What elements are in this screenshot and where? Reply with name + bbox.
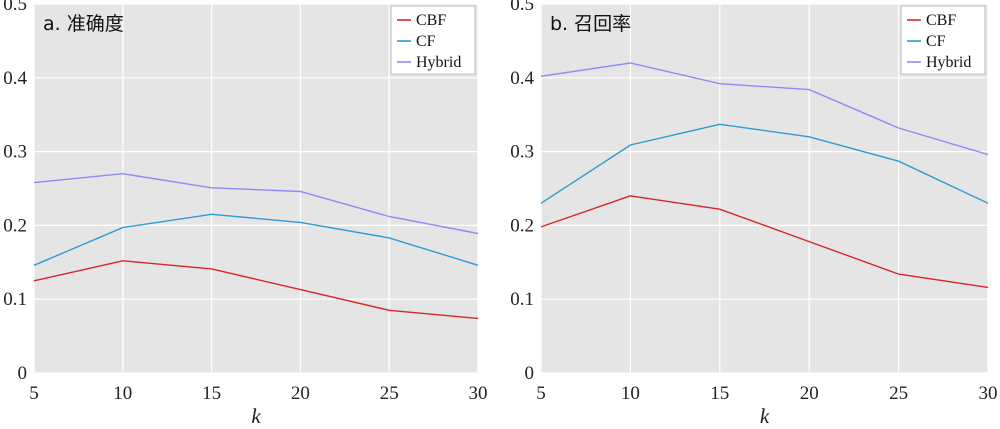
chart-panel-a: 5 10 15 20 25 30 0 0.1 0.2 0.3 0.4 0.5 k a. 准确度 CBF CF H… (3, 0, 487, 428)
y-tick-label: 0.1 (510, 289, 534, 310)
legend-label-cf: CF (926, 33, 946, 50)
panel-title: b. 召回率 (550, 13, 631, 35)
y-tick-label: 0.4 (3, 68, 27, 89)
series-line-hybrid (540, 62, 989, 156)
legend-label-cbf: CBF (926, 12, 956, 29)
series-line-cf (33, 213, 479, 266)
y-tick-label: 0 (18, 363, 28, 384)
y-tick-label: 0.3 (510, 142, 534, 163)
legend-box (900, 5, 986, 75)
y-tick-label: 0.1 (3, 289, 27, 310)
y-tick-label: 0.4 (510, 68, 534, 89)
y-tick-label: 0.5 (3, 0, 27, 15)
x-tick-label: 15 (710, 383, 729, 404)
legend-label-cbf: CBF (416, 12, 446, 29)
x-axis-label: k (251, 404, 261, 428)
legend-label-hybrid: Hybrid (416, 54, 461, 71)
x-tick-label: 20 (291, 383, 310, 404)
legend: CBF CF Hybrid (900, 5, 986, 75)
series-line-cf (540, 123, 989, 204)
chart-panel-b: 5 10 15 20 25 30 0 0.1 0.2 0.3 0.4 0.5 k b. 召回率 CBF CF H… (510, 0, 997, 428)
x-tick-label: 25 (380, 383, 399, 404)
y-tick-label: 0.2 (3, 215, 27, 236)
x-tick-label: 30 (979, 383, 998, 404)
x-tick-label: 5 (536, 383, 546, 404)
x-tick-label: 20 (800, 383, 819, 404)
series-line-cbf (540, 195, 989, 289)
legend-label-cf: CF (416, 33, 436, 50)
series-line-hybrid (33, 172, 479, 235)
panel-title: a. 准确度 (43, 13, 124, 35)
x-axis-label: k (760, 404, 770, 428)
x-tick-label: 25 (889, 383, 908, 404)
legend: CBF CF Hybrid (390, 5, 476, 75)
y-tick-label: 0.3 (3, 142, 27, 163)
legend-label-hybrid: Hybrid (926, 54, 971, 71)
x-tick-label: 15 (202, 383, 221, 404)
x-tick-label: 10 (113, 383, 132, 404)
y-tick-label: 0 (525, 363, 535, 384)
x-tick-label: 5 (29, 383, 39, 404)
y-tick-label: 0.5 (510, 0, 534, 15)
series-line-cbf (33, 260, 479, 320)
x-tick-label: 10 (621, 383, 640, 404)
x-tick-label: 30 (469, 383, 488, 404)
y-tick-label: 0.2 (510, 215, 534, 236)
